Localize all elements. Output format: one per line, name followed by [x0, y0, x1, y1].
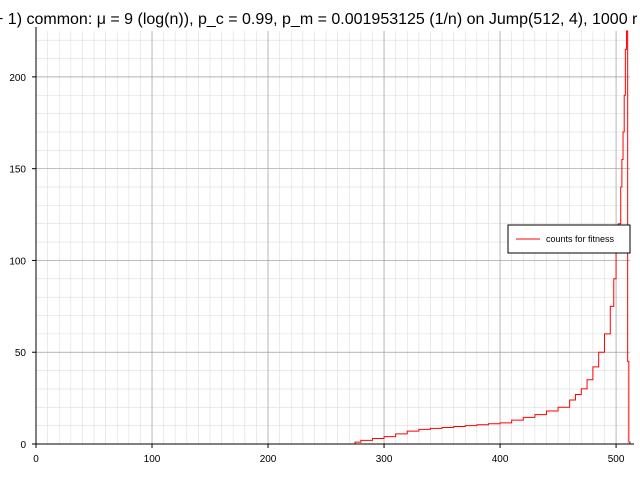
x-tick-label: 200 — [260, 454, 277, 465]
tick-labels: 0 100 200 300 400 500 0 50 100 150 200 — [9, 73, 625, 465]
x-tick-label: 0 — [33, 454, 39, 465]
x-tick-label: 400 — [492, 454, 509, 465]
y-tick-label: 200 — [9, 73, 26, 84]
y-tick-label: 0 — [20, 440, 26, 451]
series-line — [36, 30, 631, 445]
x-tick-label: 300 — [376, 454, 393, 465]
axes — [32, 27, 634, 448]
y-tick-label: 50 — [15, 348, 27, 359]
chart-title: + 1) common: μ = 9 (log(n)), p_c = 0.99,… — [0, 11, 638, 28]
x-tick-label: 500 — [608, 454, 625, 465]
legend: counts for fitness — [507, 224, 631, 254]
series-layer — [36, 30, 631, 445]
legend-label: counts for fitness — [546, 234, 615, 244]
y-tick-label: 100 — [9, 256, 26, 267]
y-tick-label: 150 — [9, 165, 26, 176]
x-tick-label: 100 — [144, 454, 161, 465]
